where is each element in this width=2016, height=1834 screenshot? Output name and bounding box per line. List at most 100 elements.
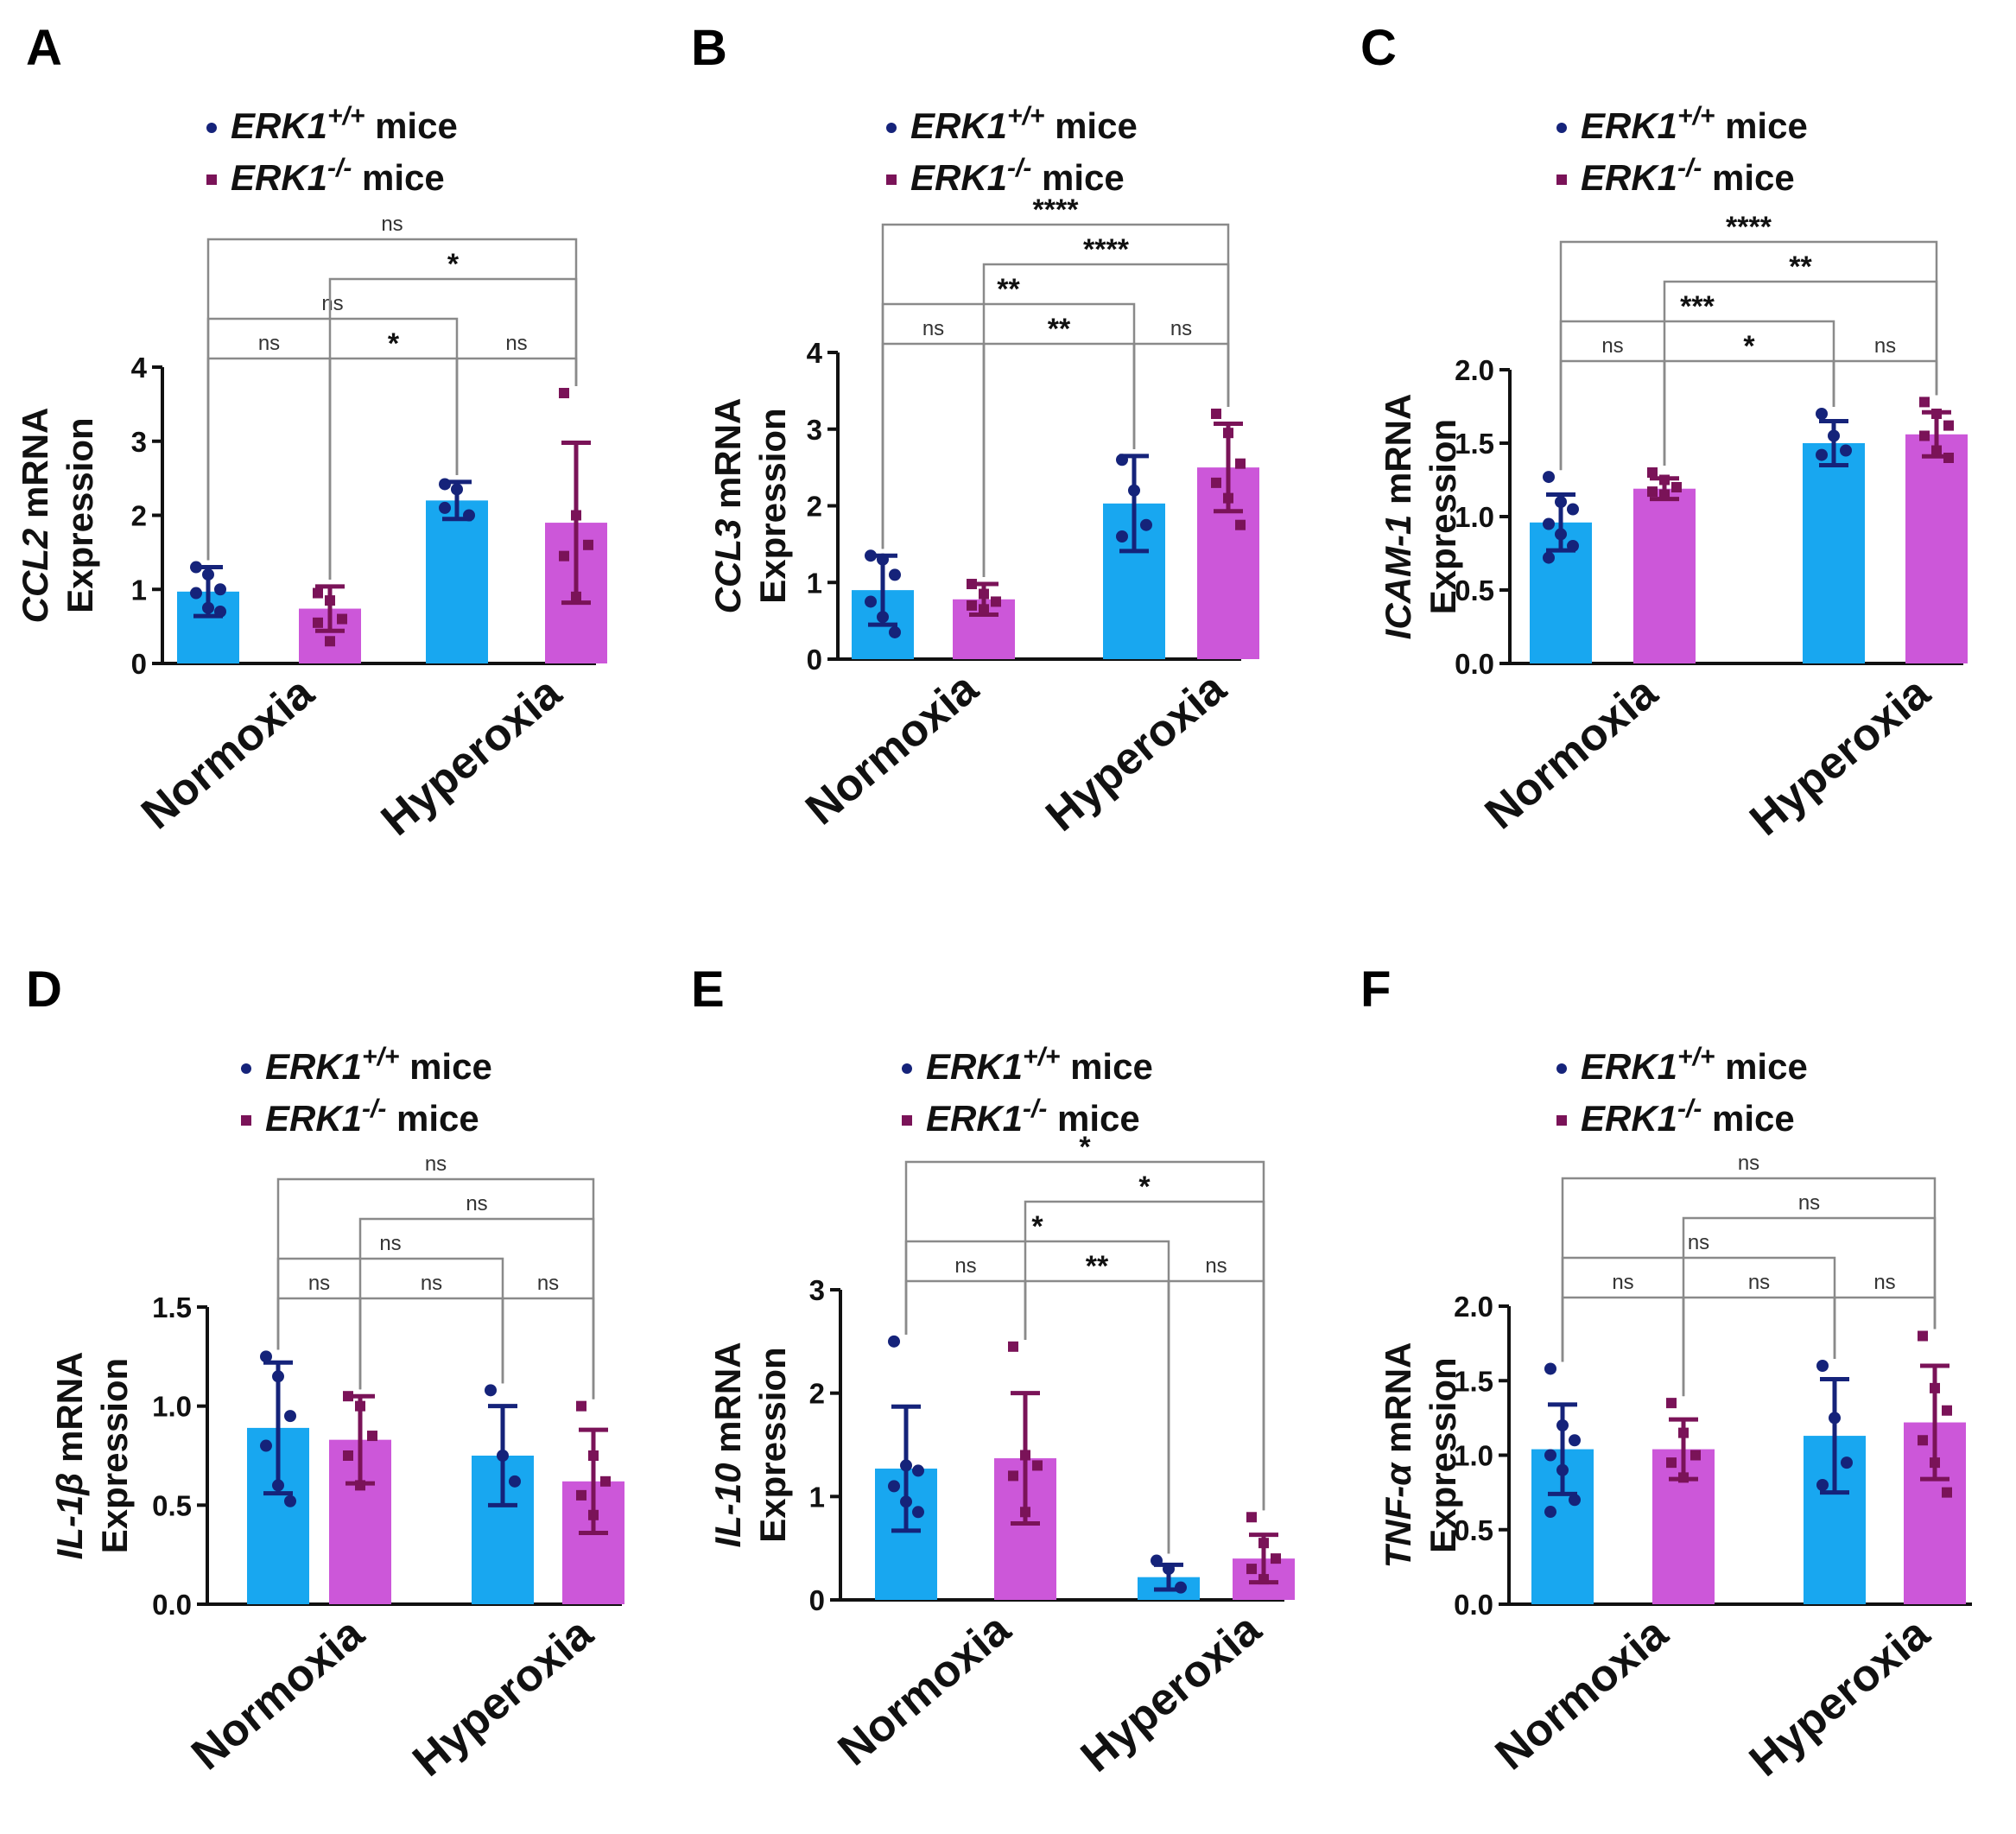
legend-suffix: mice (1715, 105, 1807, 146)
data-point (1930, 1457, 1940, 1469)
data-point (1555, 528, 1567, 541)
legend-label-ko: ERK1-/- mice (1581, 1095, 1795, 1139)
legend-sup: -/- (1023, 1095, 1047, 1123)
significance-label: **** (1083, 233, 1130, 266)
data-point (1020, 1507, 1030, 1518)
legend-gene: ERK1 (1581, 1098, 1677, 1139)
y-tick-label: 0.5 (152, 1489, 192, 1521)
y-axis-label-line2: Expression (752, 1347, 793, 1542)
y-tick-label: 3 (809, 1274, 825, 1306)
data-point (1930, 1382, 1940, 1393)
data-point (1569, 1494, 1581, 1507)
legend-gene: ERK1 (1581, 157, 1677, 198)
data-point (325, 636, 335, 647)
panel-letter: F (1360, 961, 1391, 1018)
data-point (1671, 482, 1682, 492)
x-category-label: Normoxia (1476, 667, 1668, 839)
data-point (900, 1459, 912, 1472)
data-point (1816, 1479, 1829, 1491)
data-point (877, 611, 889, 624)
y-tick-label: 3 (807, 414, 822, 446)
legend-label-wt: ERK1+/+ mice (1581, 1043, 1808, 1087)
significance-label: ** (997, 273, 1020, 306)
y-tick-label: 3 (131, 426, 147, 458)
legend-marker-wt (902, 1063, 912, 1074)
significance-bracket (501, 1297, 595, 1399)
bar (1803, 443, 1865, 663)
data-point (214, 605, 226, 618)
significance-bracket (206, 317, 459, 561)
data-point (1918, 1435, 1928, 1446)
legend-gene: ERK1 (910, 157, 1007, 198)
significance-label: * (388, 327, 400, 360)
significance-label: ns (1873, 1271, 1895, 1294)
data-point (190, 561, 202, 574)
data-point (1544, 1449, 1556, 1462)
legend-marker-wt (1556, 123, 1567, 133)
significance-bracket (1561, 1256, 1836, 1362)
significance-label: **** (1726, 211, 1772, 244)
significance-bracket (206, 357, 332, 580)
data-point (439, 501, 451, 514)
data-point (272, 1479, 284, 1492)
y-tick-label: 1.5 (1454, 1365, 1493, 1397)
legend-label-wt: ERK1+/+ mice (265, 1043, 492, 1087)
y-axis-suffix: mRNA (1378, 1342, 1418, 1463)
y-axis-label: IL-10 mRNA (707, 1342, 748, 1547)
data-point (1116, 454, 1128, 466)
y-axis-gene: CCL3 (707, 519, 748, 614)
significance-bracket (1024, 1200, 1265, 1511)
data-point (1828, 429, 1840, 442)
significance-label: * (1138, 1171, 1151, 1203)
y-axis-label: ICAM-1 mRNA (1378, 394, 1418, 640)
data-point (1816, 1360, 1829, 1372)
significance-label: ** (1048, 313, 1071, 346)
significance-label: * (447, 248, 460, 281)
y-tick-label: 0 (809, 1584, 825, 1616)
data-point (1116, 530, 1128, 543)
data-point (1140, 518, 1152, 531)
data-point (1246, 1564, 1257, 1575)
data-point (497, 1450, 509, 1462)
x-category-label: Hyperoxia (1740, 1608, 1940, 1786)
data-point (509, 1475, 521, 1488)
data-point (1942, 1405, 1952, 1416)
data-point (1258, 1538, 1269, 1549)
data-point (439, 478, 451, 491)
y-axis-gene: IL-1β (49, 1473, 90, 1560)
y-tick-label: 1 (131, 574, 147, 606)
significance-label: ns (922, 317, 944, 340)
legend-marker-ko (886, 175, 897, 185)
legend-suffix: mice (365, 105, 457, 146)
data-point (1931, 445, 1942, 456)
legend-suffix: mice (1702, 1098, 1794, 1139)
legend-suffix: mice (1047, 1098, 1139, 1139)
y-tick-label: 1 (809, 1481, 825, 1513)
y-tick-label: 2 (809, 1378, 825, 1410)
bar (426, 500, 488, 663)
y-tick-label: 1.5 (1455, 428, 1494, 460)
legend-sup: -/- (327, 154, 352, 182)
significance-label: ns (381, 213, 403, 236)
legend-sup: +/+ (362, 1043, 399, 1071)
y-tick-label: 1.0 (152, 1391, 192, 1423)
data-point (1151, 1554, 1163, 1567)
data-point (889, 625, 901, 638)
data-point (559, 388, 569, 399)
data-point (1829, 1412, 1841, 1425)
data-point (1567, 540, 1579, 552)
data-point (1008, 1341, 1018, 1352)
data-point (912, 1464, 924, 1477)
data-point (576, 1489, 586, 1501)
data-point (1942, 1487, 1952, 1498)
significance-label: ** (1789, 251, 1812, 283)
legend-sup: +/+ (1023, 1043, 1060, 1071)
y-tick-label: 1.5 (152, 1291, 192, 1323)
data-point (325, 595, 335, 606)
significance-label: ns (1738, 1152, 1759, 1175)
data-point (260, 1350, 272, 1363)
legend-sup: -/- (1007, 154, 1031, 182)
